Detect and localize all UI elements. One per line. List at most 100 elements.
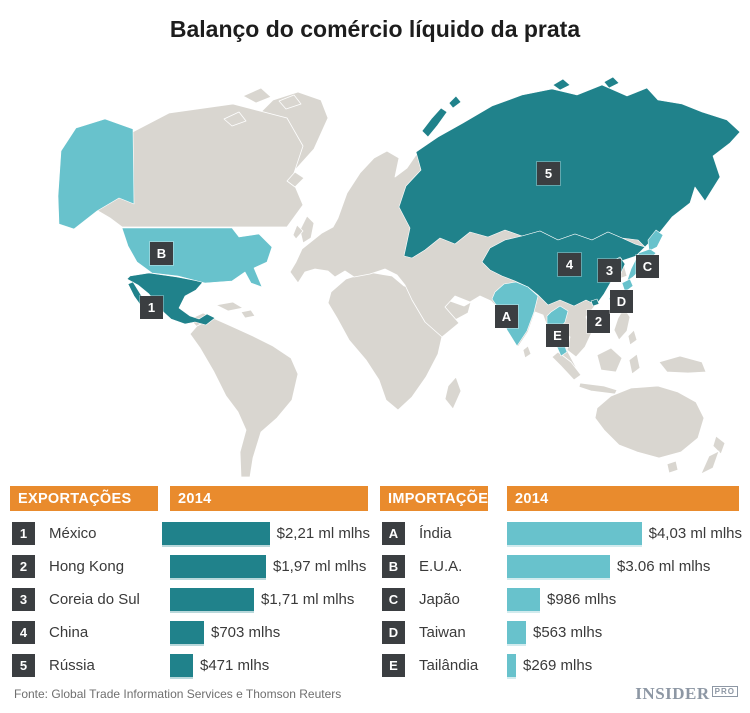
- rank-badge: B: [382, 555, 405, 578]
- exports-table: EXPORTAÇÕES 2014 1 México $2,21 ml mlhs …: [10, 486, 370, 682]
- country-name: Índia: [419, 525, 452, 542]
- table-row: A Índia $4,03 ml mlhs: [380, 517, 742, 550]
- country-name: China: [49, 624, 89, 641]
- table-row: C Japão $986 mlhs: [380, 583, 742, 616]
- country-name: Tailândia: [419, 657, 479, 674]
- value-bar: [170, 588, 254, 611]
- map-marker-thailand: E: [546, 324, 569, 347]
- value-label: $986 mlhs: [547, 591, 617, 608]
- arctic-island-russia: [552, 78, 571, 91]
- rank-badge: 1: [12, 522, 35, 545]
- map-marker-usa: B: [150, 242, 173, 265]
- table-row: 2 Hong Kong $1,97 ml mlhs: [10, 550, 370, 583]
- row-value-cell: $2,21 ml mlhs: [161, 522, 370, 545]
- row-label-cell: D Taiwan: [380, 621, 507, 644]
- rank-badge: 5: [12, 654, 35, 677]
- arctic-island: [242, 87, 272, 104]
- row-label-cell: 5 Rússia: [10, 654, 170, 677]
- rank-badge: A: [382, 522, 405, 545]
- island-borneo: [596, 347, 623, 373]
- imports-year-header: 2014: [507, 486, 739, 511]
- value-label: $3.06 ml mlhs: [617, 558, 711, 575]
- row-value-cell: $563 mlhs: [507, 621, 742, 644]
- row-label-cell: 3 Coreia do Sul: [10, 588, 170, 611]
- island-sulawesi: [628, 353, 641, 375]
- island-tasmania: [666, 460, 679, 474]
- value-label: $471 mlhs: [200, 657, 270, 674]
- value-label: $563 mlhs: [533, 624, 603, 641]
- value-bar: [507, 621, 526, 644]
- rank-badge: 2: [12, 555, 35, 578]
- country-name: Rússia: [49, 657, 95, 674]
- value-bar: [170, 555, 266, 578]
- row-value-cell: $3.06 ml mlhs: [507, 555, 742, 578]
- rank-badge: C: [382, 588, 405, 611]
- value-label: $1,71 ml mlhs: [261, 591, 355, 608]
- imports-header-label: IMPORTAÇÕES: [380, 486, 498, 511]
- row-label-cell: C Japão: [380, 588, 507, 611]
- rank-badge: E: [382, 654, 405, 677]
- table-row: B E.U.A. $3.06 ml mlhs: [380, 550, 742, 583]
- value-bar: [170, 621, 204, 644]
- island-novaya-zemlya: [421, 107, 448, 138]
- island-sri-lanka: [522, 345, 532, 359]
- source-credit: Fonte: Global Trade Information Services…: [14, 687, 342, 701]
- value-bar: [506, 522, 642, 545]
- map-marker-hong-kong: 2: [587, 310, 610, 333]
- row-value-cell: $269 mlhs: [507, 654, 742, 677]
- country-hong-kong: [590, 298, 600, 307]
- arctic-island-russia: [448, 95, 462, 109]
- country-name: Hong Kong: [49, 558, 125, 575]
- country-new-zealand: [712, 435, 726, 455]
- value-bar: [507, 654, 516, 677]
- island-philippines: [627, 329, 638, 346]
- map-marker-mexico: 1: [140, 296, 163, 319]
- exports-header-label: EXPORTAÇÕES: [10, 486, 158, 511]
- row-label-cell: E Tailândia: [380, 654, 507, 677]
- country-new-zealand: [700, 450, 720, 475]
- imports-table: IMPORTAÇÕES 2014 A Índia $4,03 ml mlhs B…: [380, 486, 742, 682]
- value-label: $269 mlhs: [523, 657, 593, 674]
- row-value-cell: $471 mlhs: [170, 654, 370, 677]
- arctic-island: [223, 111, 247, 127]
- world-map-svg: [57, 76, 741, 478]
- value-bar: [170, 654, 193, 677]
- row-label-cell: 2 Hong Kong: [10, 555, 170, 578]
- region-alaska: [57, 118, 135, 230]
- marker-label: 5: [544, 166, 553, 181]
- island-java: [578, 382, 618, 395]
- table-row: D Taiwan $563 mlhs: [380, 616, 742, 649]
- page-title: Balanço do comércio líquido da prata: [169, 16, 581, 42]
- table-row: 3 Coreia do Sul $1,71 ml mlhs: [10, 583, 370, 616]
- table-row: 1 México $2,21 ml mlhs: [10, 517, 370, 550]
- row-label-cell: B E.U.A.: [380, 555, 507, 578]
- row-value-cell: $703 mlhs: [170, 621, 370, 644]
- country-russia: [398, 84, 741, 259]
- marker-label: 3: [605, 263, 614, 278]
- country-name: México: [49, 525, 97, 542]
- map-marker-japan: C: [636, 255, 659, 278]
- row-value-cell: $1,97 ml mlhs: [170, 555, 370, 578]
- table-row: 5 Rússia $471 mlhs: [10, 649, 370, 682]
- footer: Fonte: Global Trade Information Services…: [14, 684, 738, 704]
- marker-label: A: [501, 309, 512, 324]
- row-value-cell: $986 mlhs: [507, 588, 742, 611]
- row-value-cell: $1,71 ml mlhs: [170, 588, 370, 611]
- value-bar: [507, 588, 540, 611]
- value-bar: [161, 522, 270, 545]
- rank-badge: D: [382, 621, 405, 644]
- marker-label: 2: [594, 314, 603, 329]
- island-madagascar: [444, 376, 462, 410]
- island-great-britain: [299, 215, 315, 244]
- country-australia: [594, 385, 705, 459]
- imports-table-header: IMPORTAÇÕES 2014: [380, 486, 742, 511]
- row-label-cell: 1 México: [10, 522, 162, 545]
- value-label: $1,97 ml mlhs: [273, 558, 367, 575]
- logo-pro-badge: PRO: [711, 686, 738, 697]
- country-japan: [621, 278, 634, 293]
- exports-year-header: 2014: [170, 486, 368, 511]
- map-marker-russia: 5: [537, 162, 560, 185]
- rank-badge: 4: [12, 621, 35, 644]
- value-label: $2,21 ml mlhs: [276, 525, 370, 542]
- world-map: 1 2 3 4 5 A B C D E: [0, 70, 750, 480]
